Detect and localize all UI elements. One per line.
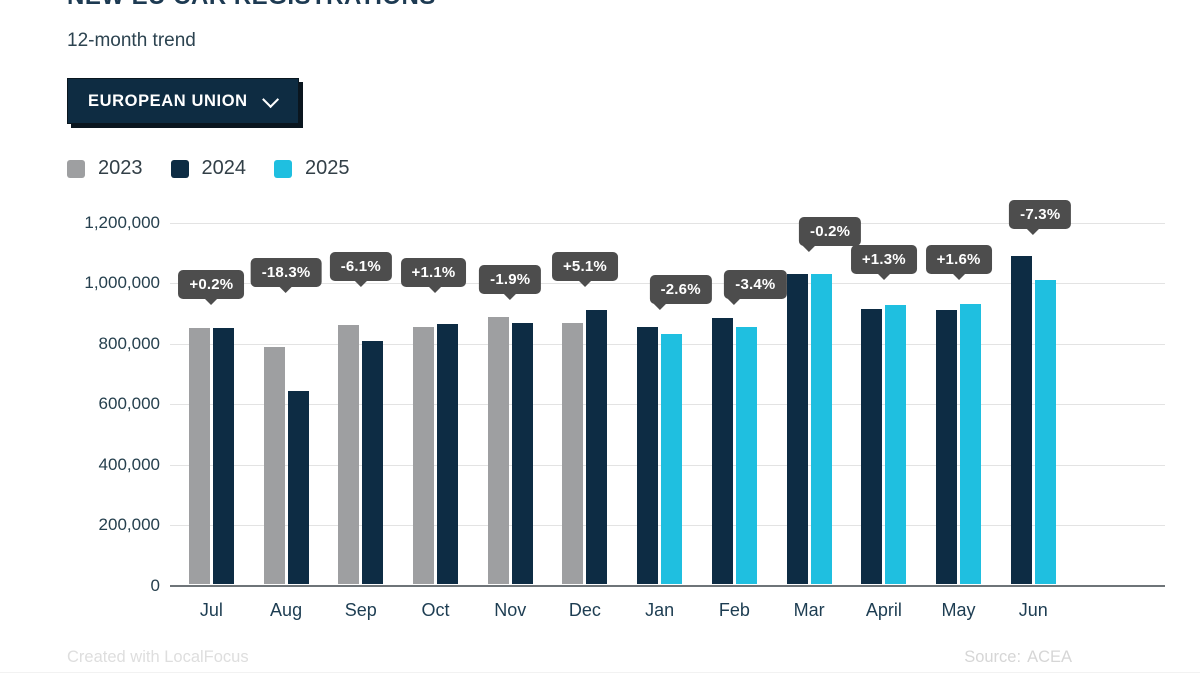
region-dropdown-label: EUROPEAN UNION: [88, 91, 248, 110]
y-axis-tick-label: 1,000,000: [84, 273, 160, 292]
tooltip-pointer: [203, 296, 220, 313]
x-axis-label-Jul: Jul: [199, 600, 223, 620]
bar-2024-Nov[interactable]: [511, 322, 533, 585]
pct-change-tooltip-Mar: -0.2%: [799, 216, 862, 252]
pct-change-tooltip-Oct: +1.1%: [400, 257, 467, 293]
legend-swatch-2023: [67, 159, 85, 178]
tooltip-pointer: [726, 297, 743, 313]
bar-2024-Dec[interactable]: [586, 309, 608, 585]
region-dropdown[interactable]: EUROPEAN UNION: [67, 78, 299, 124]
bar-2025-April[interactable]: [885, 305, 907, 585]
bar-2024-Feb[interactable]: [711, 318, 733, 585]
bar-2024-May[interactable]: [936, 309, 958, 585]
x-axis-label-Dec: Dec: [568, 600, 601, 620]
pct-change-tooltip-April: +1.3%: [850, 245, 917, 281]
x-axis-label-May: May: [941, 600, 976, 620]
x-axis-label-Feb: Feb: [718, 600, 750, 620]
bar-2023-Jul[interactable]: [188, 328, 210, 585]
pct-change-tooltip-Sep: -6.1%: [329, 252, 392, 288]
bar-2024-Jan[interactable]: [637, 327, 659, 585]
bar-2024-Jun[interactable]: [1010, 256, 1032, 585]
bar-2023-Dec[interactable]: [562, 323, 584, 585]
tooltip-pointer: [801, 243, 818, 260]
tooltip-pointer: [502, 292, 519, 308]
legend-swatch-2025: [274, 159, 292, 178]
x-axis-label-Jun: Jun: [1018, 600, 1048, 620]
tooltip-pointer: [950, 272, 967, 288]
bar-2023-Oct[interactable]: [413, 326, 434, 585]
pct-change-tooltip-Jul: +0.2%: [178, 269, 245, 305]
tooltip-pointer: [1025, 227, 1042, 243]
tooltip-pointer: [427, 284, 444, 301]
tooltip-pointer: [651, 302, 668, 318]
localfocus-credit: Created with LocalFocus: [67, 648, 249, 666]
pct-change-tooltip-Dec: +5.1%: [551, 251, 618, 287]
bar-2024-Oct[interactable]: [437, 323, 458, 585]
chart-legend: 2023 2024 2025: [67, 157, 350, 180]
bar-2023-Nov[interactable]: [487, 317, 509, 585]
y-axis-tick-label: 400,000: [98, 454, 160, 474]
legend-label: 2025: [305, 157, 350, 179]
tooltip-pointer: [576, 278, 593, 295]
legend-item-2025[interactable]: 2025: [274, 157, 350, 180]
bar-2024-Sep[interactable]: [362, 340, 384, 585]
gridline: [170, 222, 1165, 224]
chart-subtitle: 12-month trend: [67, 30, 196, 51]
y-axis-tick-label: 200,000: [98, 515, 160, 534]
x-axis-label-Nov: Nov: [494, 600, 527, 620]
bar-2025-Mar[interactable]: [810, 274, 832, 585]
source-label: Source:: [964, 648, 1022, 666]
y-axis-tick-label: 600,000: [98, 394, 160, 413]
bar-2025-Jun[interactable]: [1034, 279, 1056, 585]
bar-2024-Aug[interactable]: [287, 390, 309, 585]
page-title: NEW EU CAR REGISTRATIONS: [67, 0, 667, 11]
pct-change-tooltip-Aug: -18.3%: [250, 258, 322, 294]
pct-change-tooltip-Nov: -1.9%: [479, 265, 542, 301]
bar-2025-May[interactable]: [960, 304, 982, 585]
tooltip-pointer: [278, 285, 295, 301]
tooltip-pointer: [352, 279, 369, 295]
chart-title-clipped: NEW EU CAR REGISTRATIONS: [67, 0, 667, 11]
source-attribution: Source: ACEA: [958, 648, 1072, 667]
y-axis-tick-label: 1,200,000: [84, 212, 160, 232]
bar-2024-Mar[interactable]: [786, 273, 808, 585]
bar-2025-Feb[interactable]: [735, 327, 757, 585]
legend-item-2023[interactable]: 2023: [67, 157, 143, 180]
x-axis-label-April: April: [865, 600, 902, 620]
x-axis-label-Sep: Sep: [344, 600, 377, 620]
x-axis-label-Aug: Aug: [270, 600, 303, 620]
bar-2025-Jan[interactable]: [661, 334, 683, 585]
bar-2024-April[interactable]: [861, 309, 883, 585]
pct-change-tooltip-Feb: -3.4%: [724, 270, 787, 306]
x-axis-label-Oct: Oct: [421, 600, 450, 620]
legend-swatch-2024: [170, 159, 189, 178]
legend-label: 2023: [98, 157, 143, 179]
bar-2023-Aug[interactable]: [263, 347, 285, 585]
x-axis-label-Mar: Mar: [793, 600, 825, 620]
legend-label: 2024: [201, 157, 247, 179]
x-axis-label-Jan: Jan: [645, 600, 675, 620]
tooltip-pointer: [875, 272, 892, 288]
bar-2024-Jul[interactable]: [212, 327, 234, 585]
pct-change-tooltip-May: +1.6%: [925, 245, 992, 281]
pct-change-tooltip-Jan: -2.6%: [649, 275, 712, 311]
x-axis-line: [170, 584, 1165, 587]
bottom-divider: [0, 672, 1200, 673]
y-axis-tick-label: 800,000: [98, 333, 160, 353]
pct-change-tooltip-Jun: -7.3%: [1009, 200, 1072, 236]
legend-item-2024[interactable]: 2024: [170, 157, 247, 180]
y-axis-tick-label: 0: [150, 575, 160, 595]
source-value: ACEA: [1027, 648, 1072, 666]
bar-2023-Sep[interactable]: [338, 325, 360, 585]
